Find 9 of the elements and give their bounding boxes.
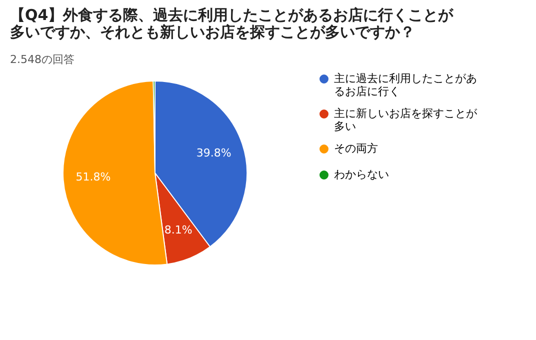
legend-label: その両方 xyxy=(334,142,378,155)
legend-label: わからない xyxy=(334,168,389,181)
data-label: 51.8% xyxy=(76,170,111,184)
legend-label: 主に新しいお店を探すことが多い xyxy=(334,107,478,133)
data-label: 39.8% xyxy=(196,146,232,160)
legend-label: 主に過去に利用したことがあるお店に行く xyxy=(334,72,477,98)
chart-subtitle: 2.548の回答 xyxy=(10,53,74,66)
chart-title: 【Q4】外食する際、過去に利用したことがあるお店に行くことが多いですか、それとも新しいお店を探すことが多いですか？ xyxy=(10,6,454,41)
data-label: 8.1% xyxy=(164,223,192,236)
